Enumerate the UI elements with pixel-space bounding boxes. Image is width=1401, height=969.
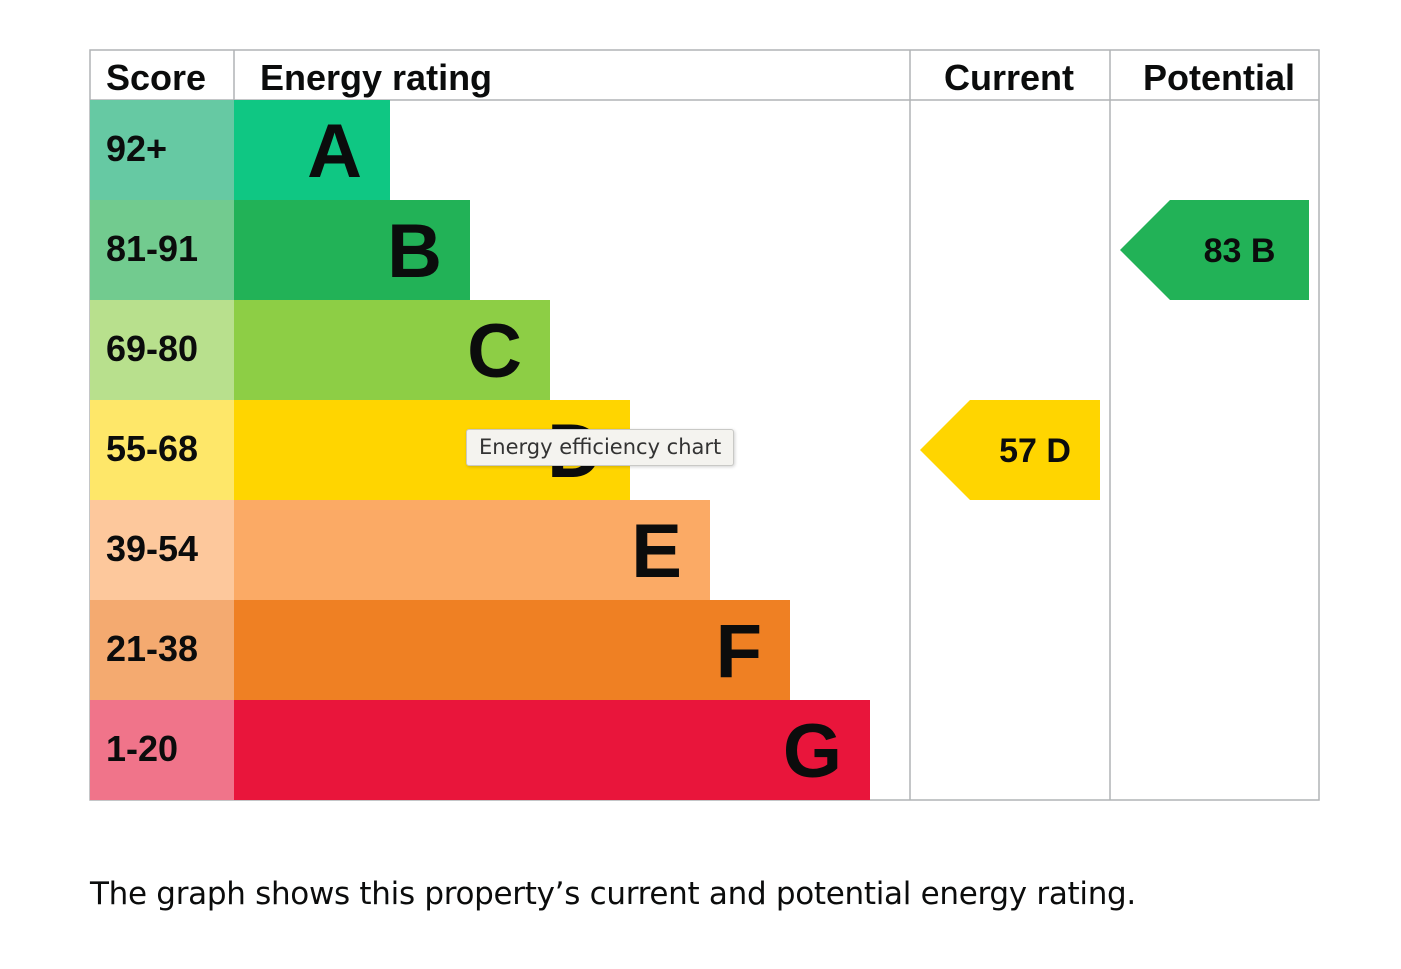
band-letter: F [716,609,762,694]
band-letter: G [783,709,842,794]
chart-caption: The graph shows this property’s current … [90,876,1136,912]
band-bar [234,300,550,400]
score-cell [90,200,234,300]
current-rating: 57 D [920,400,1100,500]
header-potential: Potential [1143,57,1295,98]
band-row-b: 81-91 B [90,200,470,300]
band-row-d: 55-68D [90,400,630,500]
band-bar [234,600,790,700]
potential-rating-arrow [1120,200,1309,300]
band-letter: C [467,309,522,394]
header-score: Score [106,57,206,98]
band-letter: A [307,109,362,194]
band-bar [234,100,390,200]
score-cell [90,400,234,500]
band-bar [234,200,470,300]
band-bar [234,500,710,600]
current-rating-arrow [920,400,1100,500]
score-range-label: 69-80 [106,328,198,369]
band-row-f: 21-38 F [90,600,790,700]
rating-bands: 92+ A 81-91 B 69-80 C55-68D 39-54 E 21-38 F 1-20 G [90,100,870,800]
score-cell [90,300,234,400]
band-row-g: 1-20 G [90,700,870,800]
score-range-label: 81-91 [106,228,198,269]
score-range-label: 92+ [106,128,167,169]
band-letter: E [631,509,682,594]
band-row-a: 92+ A [90,100,390,200]
score-range-label: 39-54 [106,528,198,569]
score-range-label: 1-20 [106,728,178,769]
table-headers: Score Energy rating Current Potential [106,57,1295,98]
band-row-e: 39-54 E [90,500,710,600]
score-range-label: 55-68 [106,428,198,469]
score-cell [90,100,234,200]
score-cell [90,600,234,700]
header-energy-rating: Energy rating [260,57,492,98]
header-current: Current [944,57,1074,98]
current-rating-label: 57 D [999,432,1071,470]
rating-markers: 57 D 83 B [920,200,1309,500]
score-range-label: 21-38 [106,628,198,669]
score-cell [90,500,234,600]
chart-tooltip: Energy efficiency chart [466,429,735,466]
potential-rating-label: 83 B [1204,232,1276,270]
band-letter: B [387,209,442,294]
band-bar [234,700,870,800]
band-row-c: 69-80 C [90,300,550,400]
score-cell [90,700,234,800]
potential-rating: 83 B [1120,200,1309,300]
